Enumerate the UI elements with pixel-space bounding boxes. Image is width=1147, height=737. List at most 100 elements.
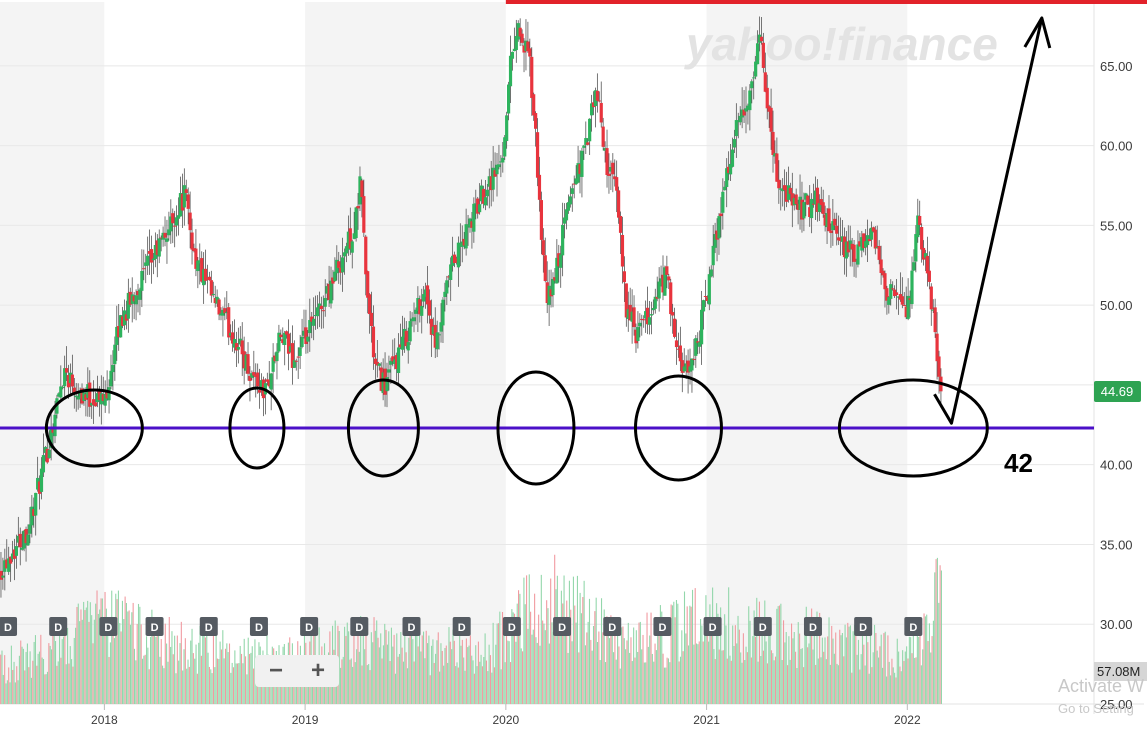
dividend-marker <box>199 617 218 636</box>
candle-body <box>769 107 773 132</box>
candle-body <box>209 280 213 296</box>
candle-body <box>700 309 704 345</box>
candle-body <box>398 344 403 348</box>
candle-body <box>49 428 53 448</box>
candle-body <box>232 338 237 348</box>
candle-body <box>647 317 652 325</box>
candle-body <box>422 294 426 302</box>
candle-body <box>7 558 11 572</box>
dividend-marker <box>854 617 873 636</box>
candle-body <box>918 215 922 226</box>
candle-body <box>786 185 791 200</box>
candle-body <box>414 309 418 314</box>
candle-body <box>441 299 445 326</box>
candle-body <box>460 241 464 247</box>
candle-body <box>821 202 825 214</box>
candle-body <box>290 343 295 368</box>
support-circle <box>837 378 989 478</box>
candle-body <box>865 235 870 246</box>
candle-body <box>495 164 499 175</box>
candle-body <box>537 174 542 200</box>
candle-body <box>348 228 352 249</box>
candle-body <box>223 308 227 314</box>
support-circle <box>496 370 576 486</box>
candle-body <box>489 176 493 191</box>
candle-body <box>472 203 476 232</box>
candle-body <box>294 360 298 362</box>
candle-body <box>908 298 912 300</box>
candle-body <box>146 255 150 266</box>
candle-body <box>933 307 937 333</box>
candle-body <box>499 161 503 163</box>
candle-body <box>665 266 669 275</box>
candle-body <box>595 90 599 101</box>
candle-body <box>694 338 698 356</box>
candle-body <box>663 267 667 296</box>
candle-body <box>798 196 802 210</box>
candle-body <box>869 227 874 240</box>
candle-body <box>59 386 63 398</box>
candle-body <box>14 546 19 556</box>
candle-body <box>784 185 789 202</box>
dividend-marker <box>904 617 923 636</box>
candle-body <box>317 303 322 308</box>
candle-body <box>155 240 159 255</box>
candle-body <box>813 190 818 205</box>
candle-body <box>904 306 908 318</box>
candle-body <box>750 81 754 89</box>
y-tick-label: 25.00 <box>1100 697 1133 712</box>
candle-body <box>190 232 194 250</box>
candle-body <box>817 203 821 212</box>
candle-body <box>248 375 252 381</box>
candle-body <box>588 118 592 142</box>
volume-bars <box>0 554 942 704</box>
candle-body <box>76 397 80 400</box>
candle-body <box>72 387 76 394</box>
dividend-marker <box>553 617 572 636</box>
candle-body <box>3 560 7 572</box>
candle-body <box>875 246 879 248</box>
candle-body <box>636 327 640 342</box>
candle-body <box>240 340 244 355</box>
candle-body <box>476 198 480 214</box>
candle-body <box>281 339 285 344</box>
dividend-marker <box>703 617 722 636</box>
candle-body <box>642 319 646 321</box>
candle-body <box>599 102 603 123</box>
candle-body <box>889 284 893 299</box>
candle-body <box>894 292 899 295</box>
candle-body <box>701 300 706 312</box>
candle-body <box>369 312 374 327</box>
candle-body <box>802 202 806 219</box>
candle-body <box>389 360 393 365</box>
candle-body <box>404 330 408 347</box>
candle-body <box>759 36 764 42</box>
candle-body <box>308 320 312 334</box>
candle-body <box>497 164 501 168</box>
candle-body <box>74 395 78 398</box>
candle-body <box>68 372 73 383</box>
candle-body <box>18 533 22 548</box>
zoom-out-button[interactable]: − <box>268 657 283 684</box>
candle-body <box>584 138 588 145</box>
y-tick-label: 55.00 <box>1100 218 1133 233</box>
candle-body <box>286 333 291 354</box>
candle-body <box>26 534 30 546</box>
candle-body <box>613 176 617 180</box>
candle-body <box>530 56 534 98</box>
candle-body <box>624 283 628 318</box>
y-tick-label: 60.00 <box>1100 139 1133 154</box>
candle-body <box>858 241 862 247</box>
candle-body <box>620 234 625 267</box>
candle-body <box>229 332 233 336</box>
candle-body <box>273 355 277 362</box>
candle-body <box>335 259 339 274</box>
candle-body <box>142 268 146 270</box>
candle-body <box>711 245 715 266</box>
zoom-in-button[interactable]: + <box>310 657 325 684</box>
candle-body <box>557 253 561 267</box>
candle-body <box>169 216 173 232</box>
candle-body <box>522 45 526 53</box>
candle-body <box>881 270 885 276</box>
